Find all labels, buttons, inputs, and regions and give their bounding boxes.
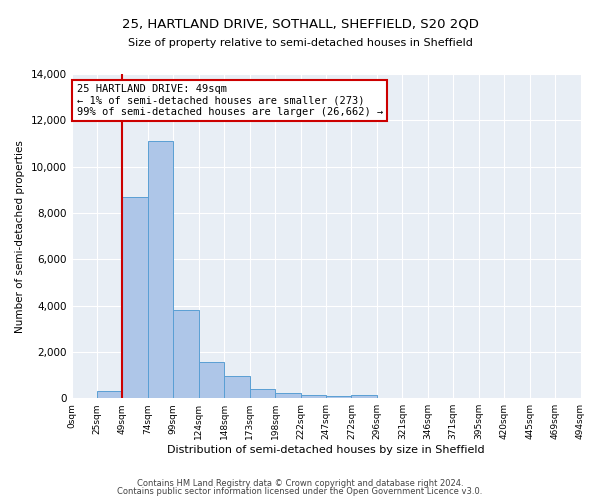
Bar — [275, 393, 301, 398]
Text: Size of property relative to semi-detached houses in Sheffield: Size of property relative to semi-detach… — [128, 38, 472, 48]
Bar — [97, 392, 122, 398]
Bar — [199, 362, 224, 398]
Bar — [148, 141, 173, 398]
Y-axis label: Number of semi-detached properties: Number of semi-detached properties — [15, 140, 25, 332]
Text: 25, HARTLAND DRIVE, SOTHALL, SHEFFIELD, S20 2QD: 25, HARTLAND DRIVE, SOTHALL, SHEFFIELD, … — [122, 18, 478, 30]
Bar — [122, 196, 148, 398]
Bar — [352, 394, 377, 398]
Bar — [173, 310, 199, 398]
Text: Contains public sector information licensed under the Open Government Licence v3: Contains public sector information licen… — [118, 487, 482, 496]
X-axis label: Distribution of semi-detached houses by size in Sheffield: Distribution of semi-detached houses by … — [167, 445, 485, 455]
Text: Contains HM Land Registry data © Crown copyright and database right 2024.: Contains HM Land Registry data © Crown c… — [137, 478, 463, 488]
Text: 25 HARTLAND DRIVE: 49sqm
← 1% of semi-detached houses are smaller (273)
99% of s: 25 HARTLAND DRIVE: 49sqm ← 1% of semi-de… — [77, 84, 383, 117]
Bar — [250, 390, 275, 398]
Bar — [301, 394, 326, 398]
Bar — [326, 396, 352, 398]
Bar — [224, 376, 250, 398]
